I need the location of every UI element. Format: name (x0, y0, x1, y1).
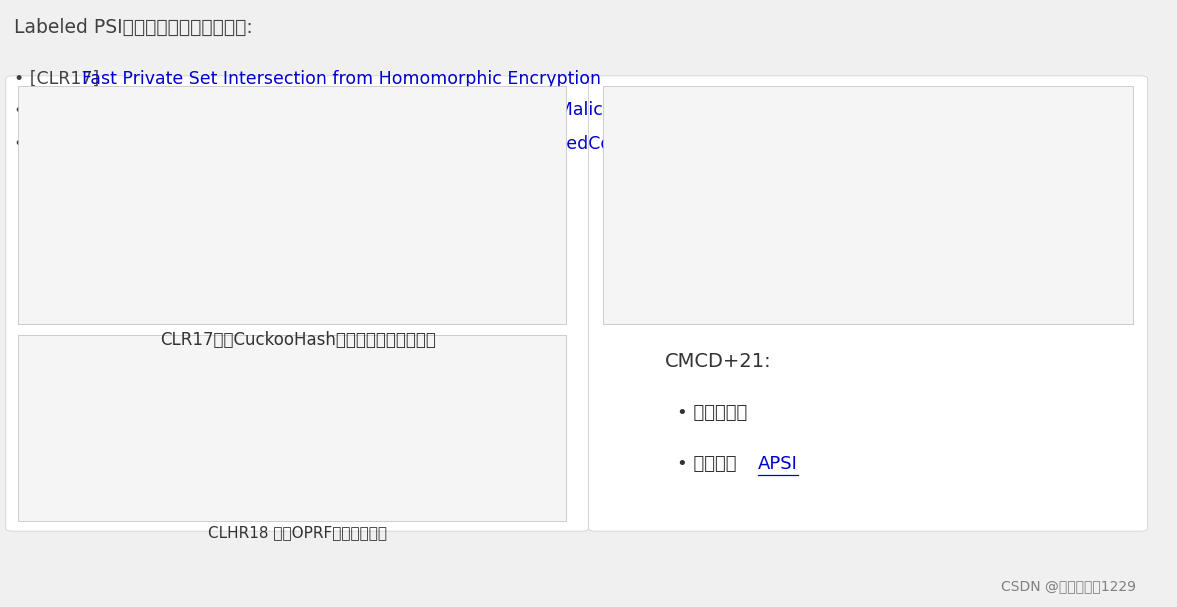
Text: • 一系列改进: • 一系列改进 (677, 404, 747, 422)
Text: Labeled PSI from Homomorphic Encryption with ReducedComputation and Communicatio: Labeled PSI from Homomorphic Encryption … (89, 135, 883, 153)
FancyBboxPatch shape (18, 86, 566, 324)
Text: • [CMCD+21]: • [CMCD+21] (14, 135, 133, 153)
Text: CSDN @我就是菜鸡1229: CSDN @我就是菜鸡1229 (1000, 580, 1136, 594)
Text: Labeled PSI的原理可参考下面的论文:: Labeled PSI的原理可参考下面的论文: (14, 18, 253, 37)
FancyBboxPatch shape (588, 76, 1148, 531)
FancyBboxPatch shape (603, 86, 1133, 324)
Text: • [CLHR18]: • [CLHR18] (14, 101, 118, 120)
Text: Labeled PSI from Fully Homomorphic Encryption with Malicious Security: Labeled PSI from Fully Homomorphic Encry… (89, 101, 716, 120)
Text: • 开源实现: • 开源实现 (677, 455, 737, 473)
Text: APSI: APSI (758, 455, 798, 473)
Text: CMCD+21:: CMCD+21: (665, 352, 772, 371)
Text: Fast Private Set Intersection from Homomorphic Encryption: Fast Private Set Intersection from Homom… (82, 70, 601, 88)
FancyBboxPatch shape (18, 335, 566, 521)
FancyBboxPatch shape (6, 76, 588, 531)
Text: CLR17通过CuckooHash降低插值多项式的次数: CLR17通过CuckooHash降低插值多项式的次数 (160, 331, 435, 349)
Text: • [CLR17]: • [CLR17] (14, 70, 105, 88)
Text: CLHR18 引入OPRF避免信息泄露: CLHR18 引入OPRF避免信息泄露 (208, 525, 387, 540)
